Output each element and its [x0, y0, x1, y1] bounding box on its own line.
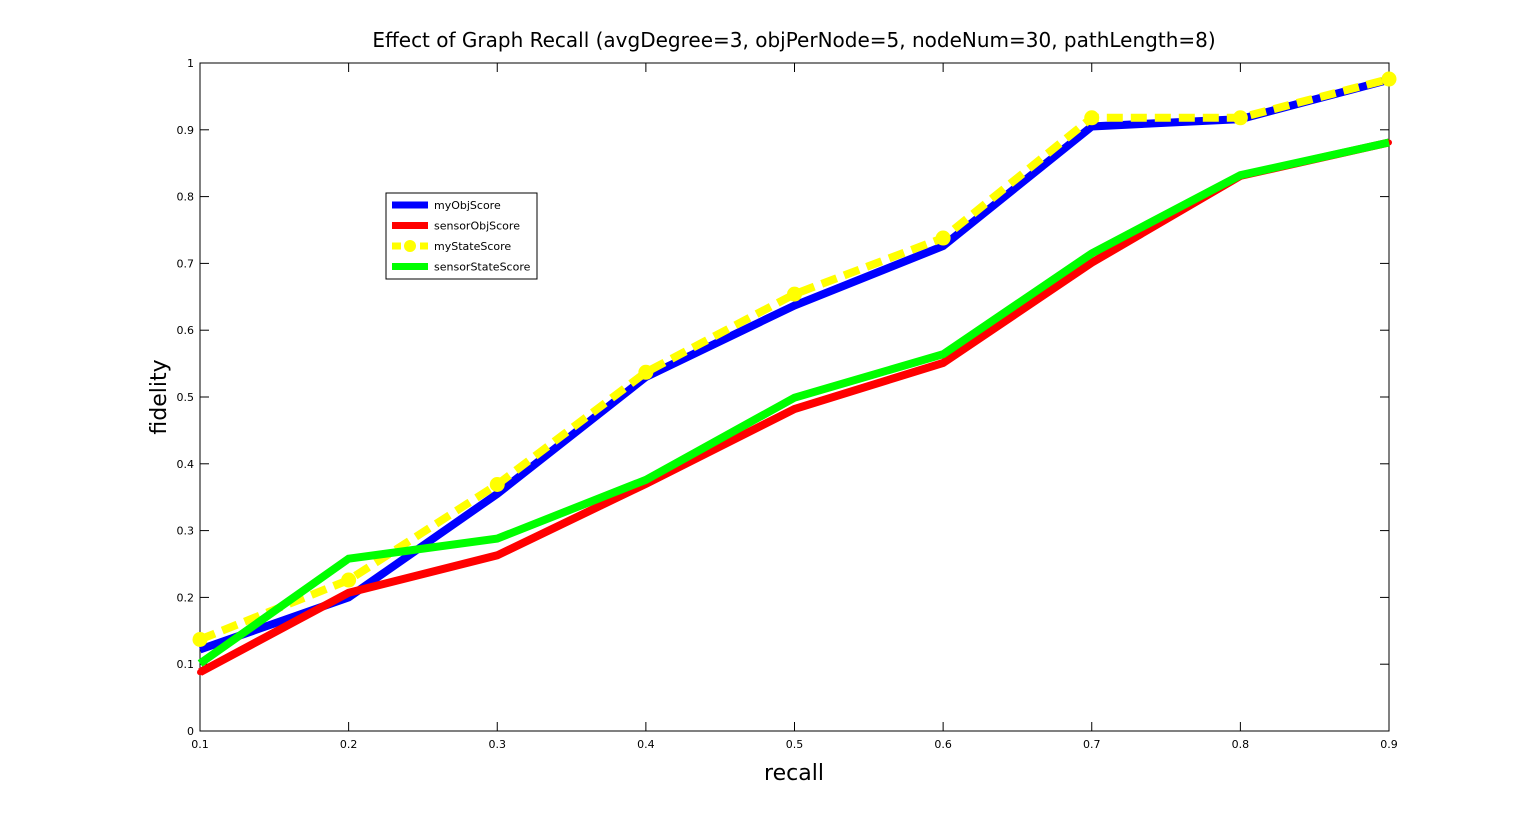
x-axis-title: recall: [764, 761, 824, 786]
point-myStateScore: [192, 631, 208, 647]
y-tick-label: 0.2: [177, 591, 195, 604]
y-tick-label: 0.7: [177, 257, 195, 270]
x-tick-label: 0.4: [637, 738, 655, 751]
x-tick-label: 0.3: [489, 738, 507, 751]
point-sensorObjScore: [940, 359, 947, 366]
point-myStateScore: [1232, 110, 1248, 126]
x-tick-label: 0.7: [1083, 738, 1101, 751]
point-myStateScore: [1381, 71, 1397, 87]
y-tick-label: 0.5: [177, 391, 195, 404]
y-tick-label: 0.9: [177, 124, 195, 137]
point-myStateScore: [638, 364, 654, 380]
point-sensorObjScore: [791, 406, 798, 413]
y-tick-label: 0: [187, 725, 194, 738]
point-sensorObjScore: [345, 589, 352, 596]
y-tick-label: 0.1: [177, 658, 195, 671]
legend-marker-myStateScore: [404, 240, 416, 252]
point-myStateScore: [1084, 110, 1100, 126]
point-sensorObjScore: [1088, 259, 1095, 266]
plot-area: 0.1 0.2 0.3 0.4 0.5 0.6 0.7 0.8 0.900.10.20.30.4…: [177, 57, 1398, 751]
series-line-sensorStateScore: [197, 138, 1390, 667]
point-myStateScore: [341, 572, 357, 588]
x-tick-label: 0.1: [191, 738, 209, 751]
point-sensorObjScore: [197, 669, 203, 676]
legend-label-sensorObjScore: sensorObjScore: [434, 220, 520, 233]
legend: myObjScore sensorObjScore myStateScore sens…: [385, 192, 538, 280]
y-tick-label: 0.6: [177, 324, 195, 337]
y-tick-label: 1: [187, 57, 194, 70]
x-tick-label: 0.6: [934, 738, 952, 751]
x-tick-label: 0.8: [1232, 738, 1250, 751]
point-sensorObjScore: [494, 552, 501, 559]
legend-label-myObjScore: myObjScore: [434, 199, 501, 212]
chart-title: Effect of Graph Recall (avgDegree=3, obj…: [372, 28, 1215, 52]
point-myStateScore: [489, 477, 505, 493]
y-axis-title: fidelity: [147, 359, 172, 434]
y-tick-label: 0.4: [177, 458, 195, 471]
x-tick-label: 0.2: [340, 738, 358, 751]
x-tick-label: 0.5: [786, 738, 804, 751]
point-myStateScore: [787, 286, 802, 302]
x-tick-label: 0.9: [1380, 738, 1398, 751]
y-tick-label: 0.3: [177, 525, 195, 538]
point-myStateScore: [935, 230, 951, 246]
legend-label-myStateScore: myStateScore: [434, 240, 511, 253]
y-tick-label: 0.8: [177, 191, 195, 204]
legend-label-sensorStateScore: sensorStateScore: [434, 261, 531, 274]
